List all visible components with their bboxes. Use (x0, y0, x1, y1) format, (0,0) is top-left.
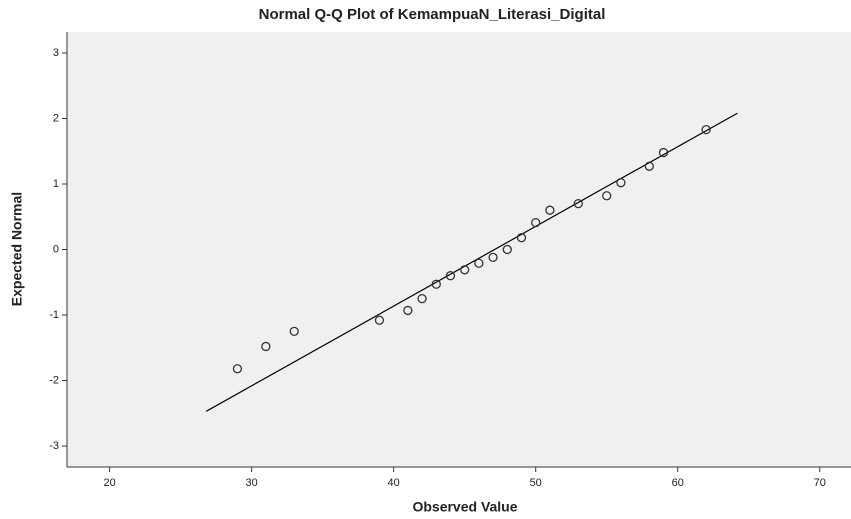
x-tick-label: 40 (388, 477, 400, 489)
y-tick-label: 3 (53, 47, 59, 59)
y-tick-label: 2 (53, 112, 59, 124)
y-tick-label: -1 (49, 309, 59, 321)
y-axis-label: Expected Normal (9, 192, 25, 306)
x-tick-label: 60 (672, 477, 684, 489)
y-tick-label: 1 (53, 178, 59, 190)
x-tick-label: 30 (246, 477, 258, 489)
x-tick-label: 50 (530, 477, 542, 489)
page: Normal Q-Q Plot of KemampuaN_Literasi_Di… (0, 0, 851, 519)
plot-background (67, 32, 851, 467)
y-tick-label: -2 (49, 374, 59, 386)
x-axis-label: Observed Value (412, 499, 517, 515)
x-tick-label: 70 (814, 477, 826, 489)
y-tick-label: 0 (53, 243, 59, 255)
y-tick-label: -3 (49, 440, 59, 452)
chart: Normal Q-Q Plot of KemampuaN_Literasi_Di… (0, 0, 851, 519)
chart-title: Normal Q-Q Plot of KemampuaN_Literasi_Di… (259, 6, 606, 23)
x-tick-label: 20 (103, 477, 115, 489)
